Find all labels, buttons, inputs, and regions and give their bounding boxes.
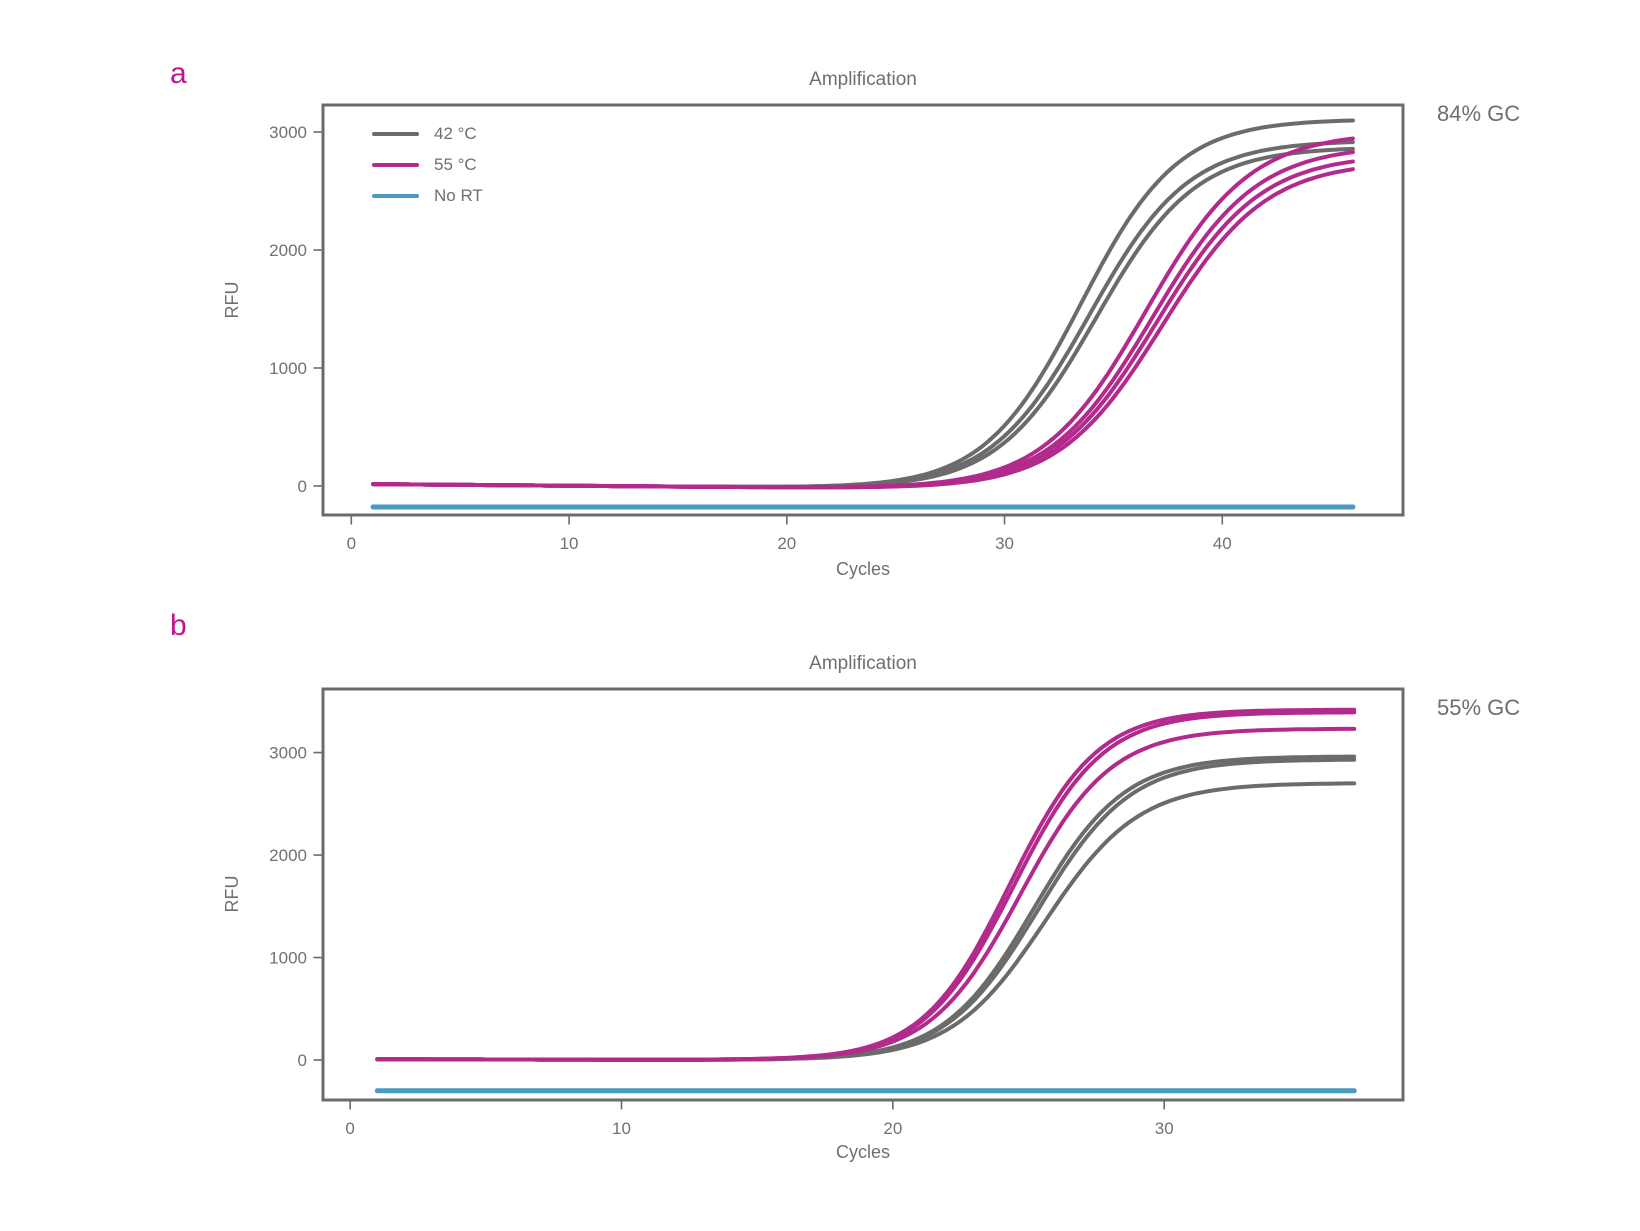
x-tick-label: 10 xyxy=(612,1119,631,1138)
curve-55C-rep4 xyxy=(371,167,1355,490)
panel-a-letter: a xyxy=(170,57,187,90)
curve-42C-rep2 xyxy=(375,757,1357,1062)
panel-b-title: Amplification xyxy=(809,653,917,674)
y-tick-label: 2000 xyxy=(269,846,307,865)
legend: 42 °C 55 °C No RT xyxy=(372,118,483,211)
panel-a-title: Amplification xyxy=(809,69,917,90)
panel-b-x-axis-label: Cycles xyxy=(835,1142,890,1162)
y-tick-label: 2000 xyxy=(269,241,307,260)
panel-b-annotation: 55% GC xyxy=(1437,695,1521,720)
x-tick-label: 30 xyxy=(995,534,1014,553)
x-tick-label: 0 xyxy=(347,534,356,553)
curve-55C-rep1 xyxy=(371,136,1355,490)
legend-item-42c: 42 °C xyxy=(372,118,483,149)
curve-42C-rep2 xyxy=(371,140,1355,489)
panel-a-x-axis-label: Cycles xyxy=(835,559,890,579)
legend-swatch-42c-line xyxy=(372,131,419,136)
panel-b-letter: b xyxy=(170,609,187,642)
y-tick-label: 3000 xyxy=(269,744,307,763)
curve-42C-rep3 xyxy=(371,146,1355,489)
panel-a-y-axis-label: RFU xyxy=(222,281,242,319)
plot-border xyxy=(321,687,1405,1102)
x-tick-label: 20 xyxy=(777,534,796,553)
curve-55C-rep2 xyxy=(371,150,1355,490)
curve-42C-rep1 xyxy=(375,754,1357,1062)
plot-border xyxy=(321,103,1405,517)
legend-label-55c: 55 °C xyxy=(434,154,477,174)
y-tick-label: 3000 xyxy=(269,123,307,142)
x-tick-label: 30 xyxy=(1155,1119,1174,1138)
curve-42C-rep1 xyxy=(371,118,1355,489)
x-tick-label: 0 xyxy=(345,1119,354,1138)
x-tick-label: 10 xyxy=(560,534,579,553)
y-tick-label: 1000 xyxy=(269,359,307,378)
legend-item-no-rt: No RT xyxy=(372,180,483,211)
amplification-plot-a: 0 10 20 30 40 0 1000 2000 3000 xyxy=(269,103,1405,553)
curve-55C-rep3 xyxy=(375,726,1357,1062)
x-tick-label: 40 xyxy=(1213,534,1232,553)
curve-42C-rep3 xyxy=(375,781,1357,1062)
y-tick-label: 0 xyxy=(298,1051,307,1070)
legend-swatch-no-rt-line xyxy=(372,193,419,198)
y-tick-label: 1000 xyxy=(269,949,307,968)
x-tick-label: 20 xyxy=(883,1119,902,1138)
amplification-plot-b: 0 10 20 30 0 1000 2000 3000 xyxy=(269,687,1405,1138)
legend-label-no-rt: No RT xyxy=(434,185,483,205)
panel-a-annotation: 84% GC xyxy=(1437,101,1521,126)
y-tick-label: 0 xyxy=(298,477,307,496)
legend-swatch-55c-line xyxy=(372,162,419,167)
legend-label-42c: 42 °C xyxy=(434,123,477,143)
panel-b-y-axis-label: RFU xyxy=(222,875,242,913)
curve-55C-rep3 xyxy=(371,159,1355,490)
legend-item-55c: 55 °C xyxy=(372,149,483,180)
